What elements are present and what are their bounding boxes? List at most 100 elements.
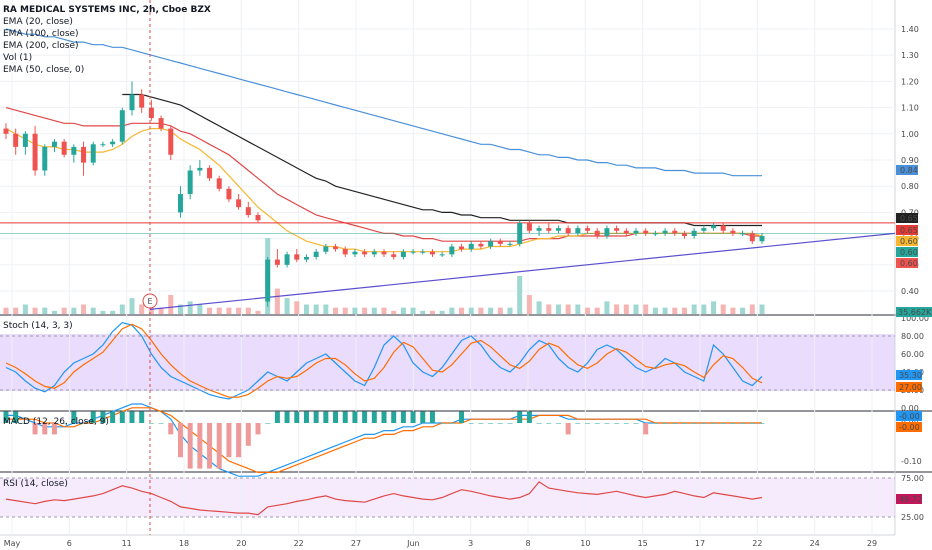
svg-text:-0.00: -0.00 [899,423,920,432]
price-tick-label: 0.70 [901,208,919,217]
candle-body [420,251,426,253]
macd-hist-bar [342,411,348,423]
volume-bar [594,307,600,314]
stoch-label[interactable]: Stoch (14, 3, 3) [3,321,73,331]
volume-bar [643,304,649,314]
volume-bar [51,310,57,314]
time-tick-label: 20 [236,539,246,548]
candle-body [391,254,397,257]
volume-bar [749,304,755,314]
volume-bar [207,307,213,314]
candle-body [22,133,28,147]
volume-bar [342,307,348,314]
study-ema20[interactable]: EMA (20, close) [3,17,73,27]
macd-hist-bar [497,423,503,424]
time-tick-label: 18 [179,539,189,548]
volume-bar [255,310,261,314]
volume-bar [565,304,571,314]
volume-bar [546,304,552,314]
macd-hist-bar [701,423,707,424]
stoch-d-badge: 27.00 [896,382,922,392]
event-marker-icon[interactable] [142,293,158,309]
volume-bar [672,307,678,314]
macd-hist-bar [488,423,494,424]
price-tick-label: 0.80 [901,182,919,191]
volume-bar [284,298,290,314]
macd-hist-bar [119,411,125,423]
stoch-tick-label: 60.00 [901,350,924,359]
macd-label[interactable]: MACD (12, 26, close, 9) [3,417,109,427]
candle-body [32,133,38,171]
macd-hist-bar [449,423,455,424]
macd-hist-bar [478,423,484,424]
candle-body [207,167,213,179]
candle-body [652,233,658,235]
macd-hist-bar [526,411,532,423]
chart-title: RA MEDICAL SYSTEMS INC, 2h, Cboe BZX [3,5,211,15]
macd-hist-bar [585,423,591,424]
candle-body [468,243,474,250]
candle-body [129,94,135,111]
macd-hist-bar [284,411,290,423]
candle-body [158,118,164,129]
candle-body [226,188,232,200]
macd-hist-bar [32,423,38,435]
study-ema50[interactable]: EMA (50, close, 0) [3,65,84,75]
volume-bar [129,298,135,314]
volume-bar [381,307,387,314]
candle-body [555,228,561,231]
candle-body [245,207,251,216]
trend-line [149,232,896,310]
macd-hist-bar [439,423,445,424]
macd-hist-bar [226,423,232,458]
volume-bar [410,307,416,314]
macd-hist-bar [546,423,552,424]
volume-bar [216,307,222,314]
rsi-badge: 49.72 [896,494,922,504]
volume-bar [701,304,707,314]
volume-bar [604,301,610,314]
price-badge-green: 0.60 [896,247,918,257]
candle-body [614,228,620,231]
candles [3,81,765,307]
rsi-label[interactable]: RSI (14, close) [3,479,68,489]
macd-hist-bar [468,423,474,424]
volume-badge: 35.662K [896,307,932,317]
volume-bar [391,310,397,314]
volume-bar [459,307,465,314]
macd-hist-bar [313,411,319,423]
candle-body [274,259,280,265]
candle-body [429,251,435,255]
study-ema200[interactable]: EMA (200, close) [3,41,79,51]
macd-hist-bar [410,411,416,423]
study-vol[interactable]: Vol (1) [3,53,32,63]
volume-bar [371,307,377,314]
macd-hist-bar [517,411,523,423]
macd-hist-bar [197,423,203,469]
candle-body [449,246,455,255]
macd-hist-bar [730,423,736,424]
volume-bar [90,307,96,314]
time-tick-label: 17 [695,539,705,548]
price-badge-blue: 0.84 [896,165,918,175]
volume-bar [439,310,445,314]
candle-body [439,254,445,256]
volume-bar [71,307,77,314]
volume-bar [652,307,658,314]
study-ema100[interactable]: EMA (100, close) [3,29,79,39]
candle-body [526,222,532,231]
volume-bar [691,304,697,314]
macd-hist-bar [274,411,280,423]
volume-bar [362,307,368,314]
volume-bar [352,307,358,314]
candle-body [400,251,406,257]
candle-body [236,199,242,208]
macd-hist-bar [594,423,600,424]
volume-bar [614,304,620,314]
volume-bar [681,307,687,314]
time-tick-label: 22 [294,539,304,548]
volume-bar [119,304,125,314]
macd-hist-bar [71,411,77,423]
candle-body [623,230,629,234]
